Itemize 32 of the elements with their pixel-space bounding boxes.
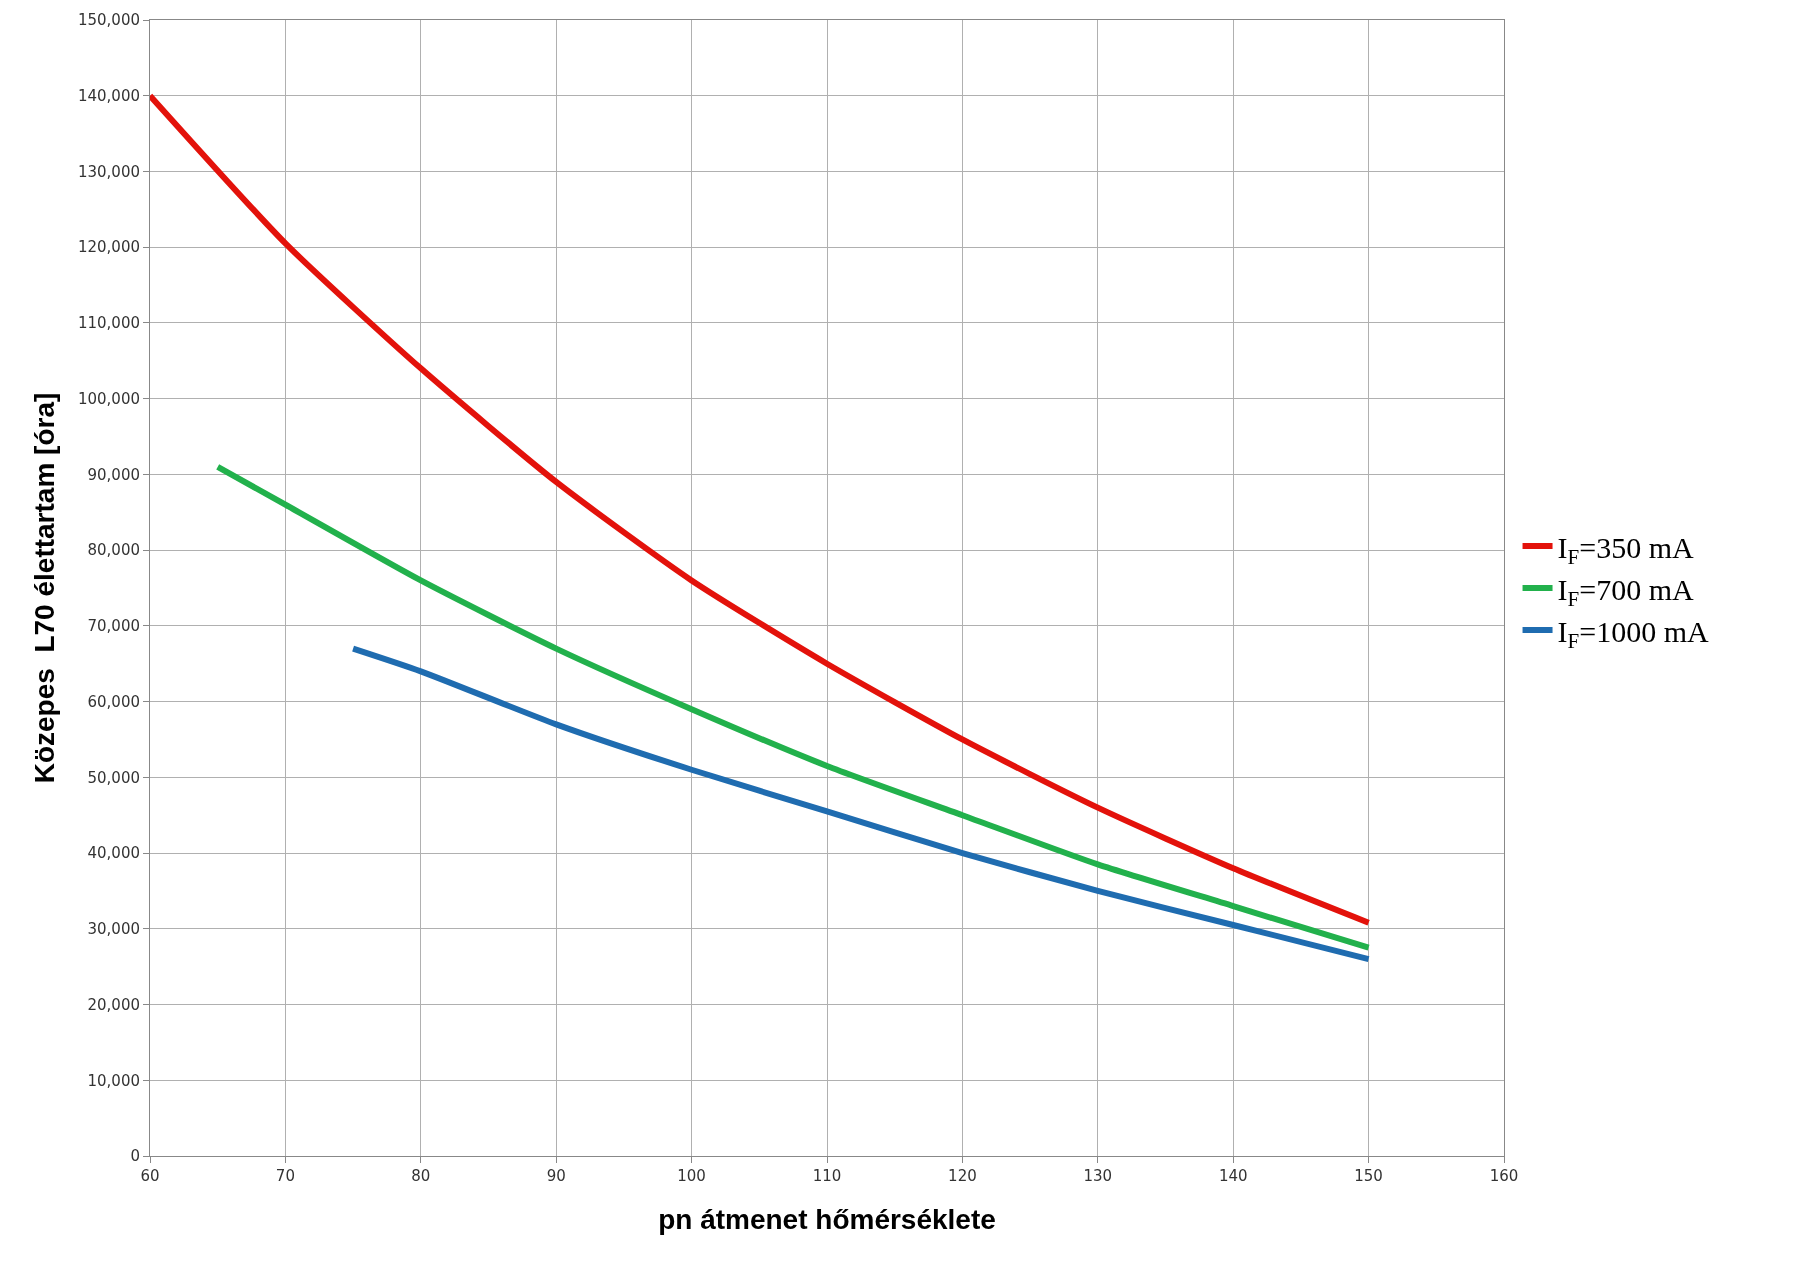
y-tick-label: 150,000 <box>77 11 140 30</box>
x-tick-label: 70 <box>275 1167 295 1185</box>
y-tick-label: 70,000 <box>87 617 140 636</box>
y-tick-label: 0 <box>130 1147 140 1166</box>
x-tick-label: 120 <box>948 1167 977 1185</box>
x-tick-label: 60 <box>140 1167 160 1185</box>
x-tick-label: 110 <box>812 1167 842 1185</box>
x-tick-label: 90 <box>546 1167 566 1185</box>
x-axis-title: pn átmenet hőmérséklete <box>658 1204 996 1236</box>
y-tick-label: 60,000 <box>87 692 140 711</box>
y-tick-label: 50,000 <box>87 768 140 787</box>
legend-label: I$_{F}$=700 mA <box>1557 572 1694 611</box>
x-tick-label: 80 <box>411 1167 431 1185</box>
x-tick-label: 160 <box>1489 1167 1519 1185</box>
y-tick-label: 20,000 <box>87 995 140 1014</box>
y-tick-label: 100,000 <box>77 389 140 408</box>
y-tick-label: 140,000 <box>77 86 140 105</box>
x-tick-label: 130 <box>1083 1167 1113 1185</box>
legend-label: I$_{F}$=1000 mA <box>1557 614 1709 653</box>
legend-label: I$_{F}$=350 mA <box>1557 530 1694 569</box>
y-tick-label: 130,000 <box>77 162 140 181</box>
y-tick-label: 110,000 <box>77 314 140 333</box>
y-tick-label: 120,000 <box>77 238 140 257</box>
y-tick-label: 90,000 <box>87 465 140 484</box>
y-tick-label: 10,000 <box>87 1071 140 1090</box>
y-tick-label: 40,000 <box>87 844 140 863</box>
x-tick-label: 100 <box>677 1167 706 1185</box>
y-axis-title: Közepes L70 élettartam [óra] <box>28 392 60 784</box>
x-tick-label: 140 <box>1218 1167 1248 1185</box>
y-tick-label: 80,000 <box>87 541 140 560</box>
x-tick-label: 150 <box>1354 1167 1383 1185</box>
y-tick-label: 30,000 <box>87 920 140 939</box>
